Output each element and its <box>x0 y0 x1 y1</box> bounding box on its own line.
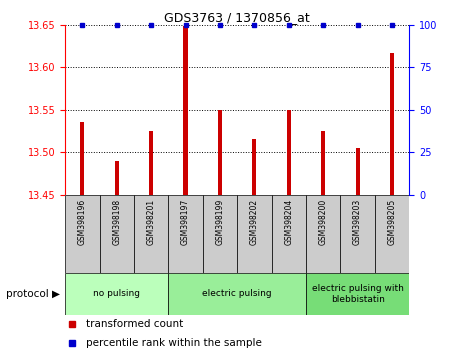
Bar <box>149 131 153 195</box>
Text: GSM398200: GSM398200 <box>319 199 328 245</box>
Bar <box>218 110 222 195</box>
Text: electric pulsing with
blebbistatin: electric pulsing with blebbistatin <box>312 284 404 303</box>
Bar <box>375 195 409 273</box>
Text: electric pulsing: electric pulsing <box>202 289 272 298</box>
Bar <box>203 195 237 273</box>
Bar <box>237 195 272 273</box>
Bar <box>306 195 340 273</box>
Text: GSM398197: GSM398197 <box>181 199 190 245</box>
Title: GDS3763 / 1370856_at: GDS3763 / 1370856_at <box>164 11 310 24</box>
Bar <box>306 273 409 315</box>
Bar <box>80 122 84 195</box>
Text: GSM398196: GSM398196 <box>78 199 87 245</box>
Text: GSM398204: GSM398204 <box>284 199 293 245</box>
Text: GSM398198: GSM398198 <box>112 199 121 245</box>
Text: GSM398205: GSM398205 <box>387 199 397 245</box>
Bar <box>100 195 134 273</box>
Bar <box>168 195 203 273</box>
Bar <box>390 53 394 195</box>
Text: GSM398199: GSM398199 <box>215 199 225 245</box>
Bar <box>184 27 187 195</box>
Text: no pulsing: no pulsing <box>93 289 140 298</box>
Bar <box>115 161 119 195</box>
Text: transformed count: transformed count <box>86 319 183 329</box>
Bar <box>340 195 375 273</box>
Text: percentile rank within the sample: percentile rank within the sample <box>86 338 262 348</box>
Bar <box>356 148 359 195</box>
Bar <box>321 131 325 195</box>
Bar <box>252 139 256 195</box>
Bar <box>168 273 306 315</box>
Bar <box>272 195 306 273</box>
Text: GSM398201: GSM398201 <box>146 199 156 245</box>
Text: GSM398202: GSM398202 <box>250 199 259 245</box>
Bar <box>134 195 168 273</box>
Text: GSM398203: GSM398203 <box>353 199 362 245</box>
Bar <box>287 110 291 195</box>
Bar <box>65 273 168 315</box>
Bar <box>65 195 100 273</box>
Text: protocol ▶: protocol ▶ <box>7 289 60 299</box>
